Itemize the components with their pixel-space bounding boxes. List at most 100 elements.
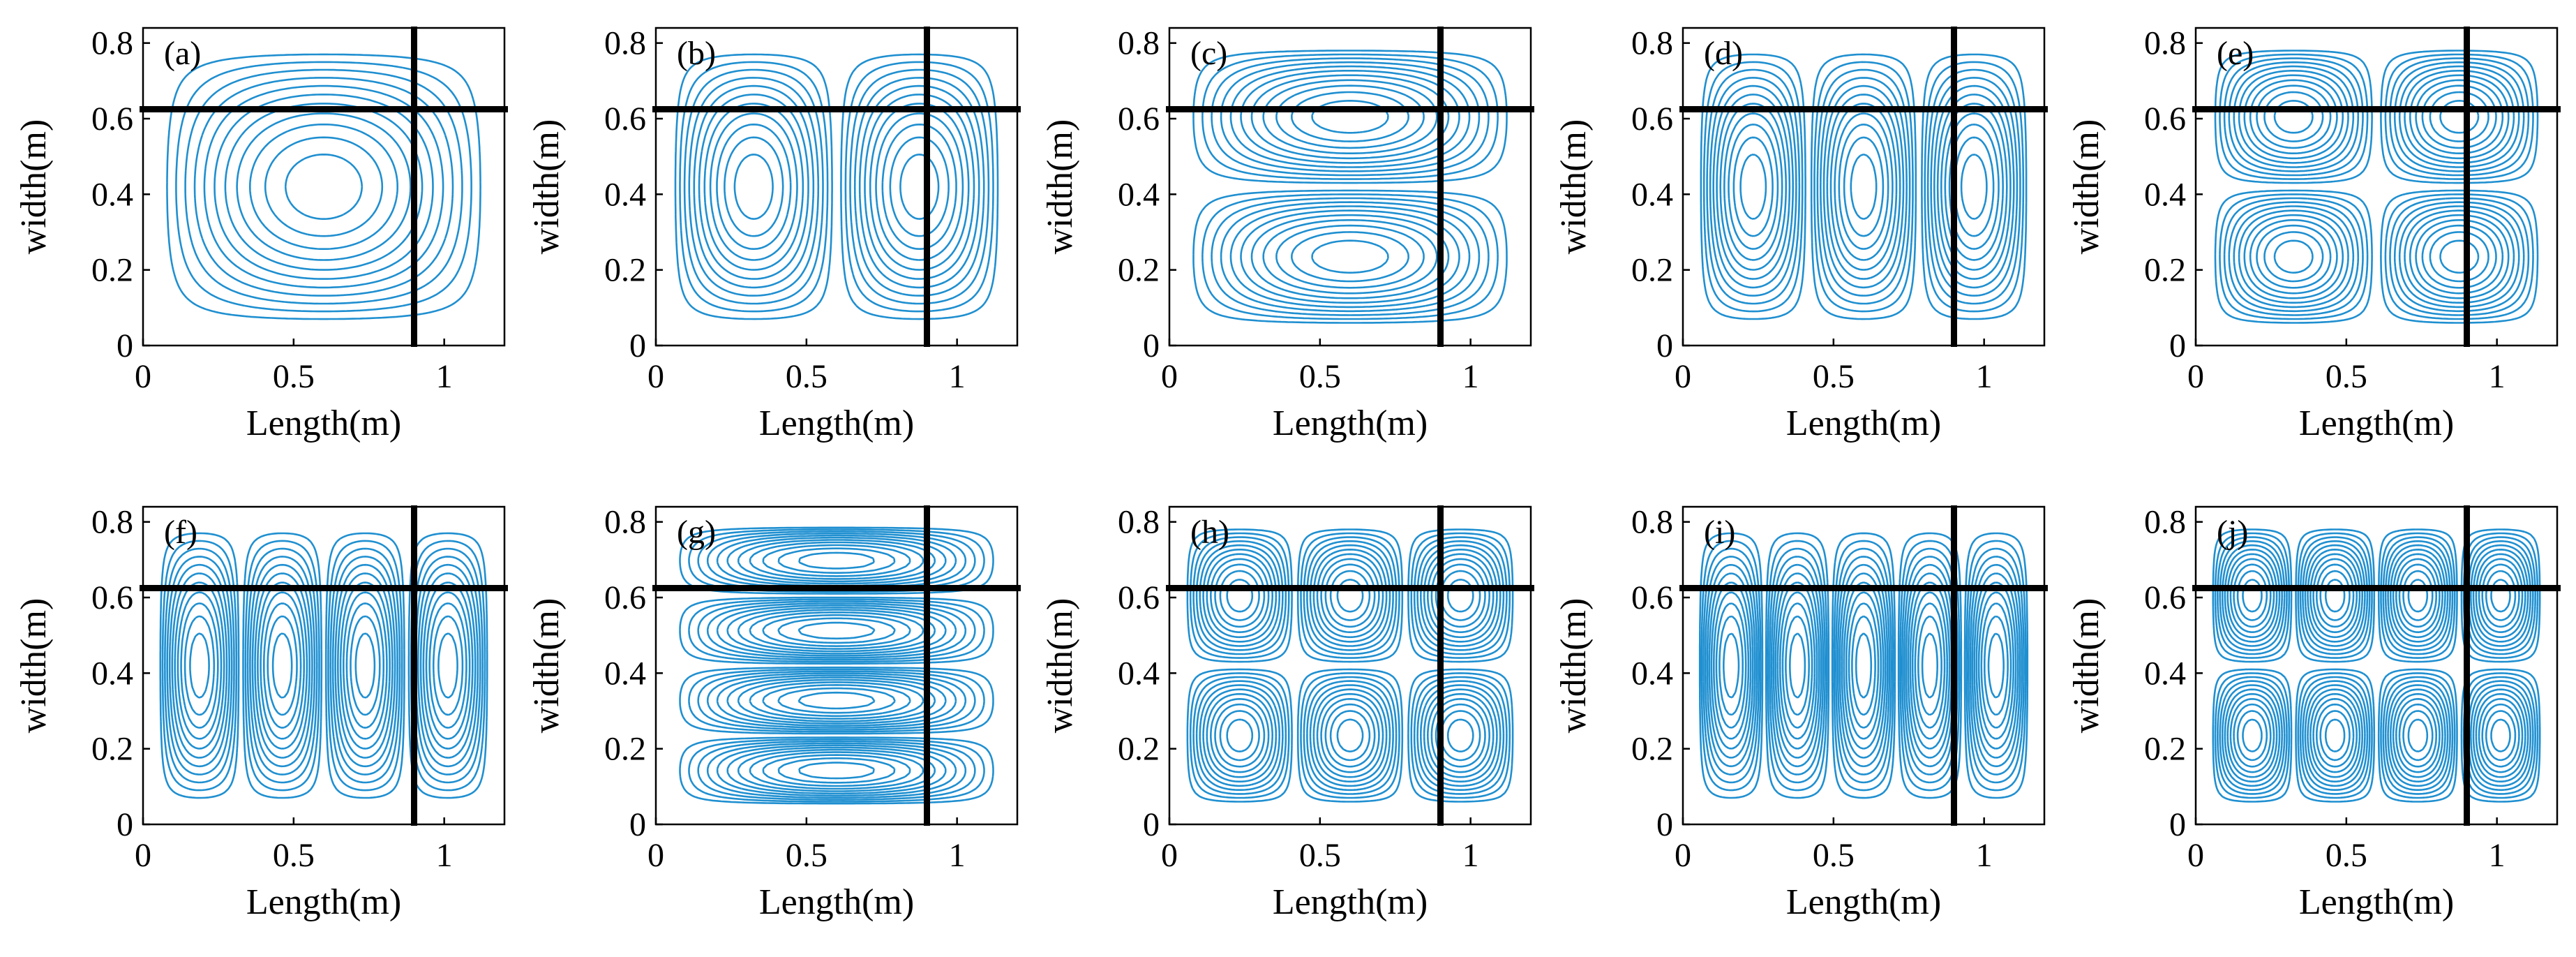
x-tick-label: 1 xyxy=(2489,837,2506,874)
contour-level xyxy=(797,551,876,710)
y-tick-label: 0.2 xyxy=(91,731,133,768)
panel-label: (j) xyxy=(2217,514,2248,551)
contour-level xyxy=(2238,70,2515,304)
contour-level xyxy=(2242,579,2511,752)
panel-label: (c) xyxy=(1190,35,1227,72)
axes-frame xyxy=(142,505,506,826)
contour-level xyxy=(688,598,985,803)
contour-level xyxy=(1779,591,1949,740)
panel-f: 0 0.5 1 0 0.2 0.4 0.6 0.8 Length(m) width(m) (f) xyxy=(14,504,508,922)
y-tick-label: 0.8 xyxy=(1118,25,1160,62)
contour-lines xyxy=(166,53,481,320)
contour-level xyxy=(2223,57,2530,316)
contour-level xyxy=(1774,572,1953,759)
contour-level xyxy=(2223,57,2530,316)
contour-level xyxy=(1767,540,1961,792)
contour-level xyxy=(1700,540,2027,792)
contour-level xyxy=(2236,570,2517,762)
y-tick-label: 0.4 xyxy=(2144,655,2186,692)
axes-frame xyxy=(1168,27,1532,347)
contour-level xyxy=(749,611,924,790)
contour-level xyxy=(1709,77,2019,297)
x-tick-label: 0 xyxy=(135,837,151,874)
contour-level xyxy=(1189,532,1511,799)
contour-level xyxy=(716,534,957,727)
contour-level xyxy=(1700,53,2028,320)
x-axis-title: Length(m) xyxy=(759,882,914,922)
contour-level xyxy=(1702,547,2025,784)
contour-level xyxy=(1822,84,1905,289)
contour-level xyxy=(1210,558,1490,773)
x-tick-label: 0 xyxy=(647,837,664,874)
contour-level xyxy=(724,136,784,237)
axes-frame xyxy=(654,27,1019,347)
contour-level xyxy=(1195,540,1505,791)
contour-level xyxy=(2228,61,2525,313)
contour-level xyxy=(679,61,829,313)
x-tick-label: 0.5 xyxy=(1299,358,1341,395)
x-tick-label: 0.5 xyxy=(273,837,315,874)
y-tick-label: 0.2 xyxy=(1631,252,1673,289)
x-tick-label: 0 xyxy=(1161,837,1178,874)
contour-level xyxy=(1214,563,1486,768)
y-tick-label: 0.8 xyxy=(1631,25,1673,62)
y-tick-label: 0.6 xyxy=(1631,579,1673,616)
contour-level xyxy=(1810,53,1917,320)
y-axis-title: width(m) xyxy=(1554,598,1594,734)
contour-level xyxy=(2214,50,2539,324)
x-tick-label: 1 xyxy=(1976,358,1993,395)
contour-level xyxy=(716,124,792,250)
contour-level xyxy=(1813,61,1914,313)
y-tick-label: 0.4 xyxy=(604,655,646,692)
x-tick-label: 0.5 xyxy=(786,837,828,874)
y-tick-label: 0.4 xyxy=(91,655,133,692)
contour-level xyxy=(260,591,471,740)
contour-level xyxy=(698,94,809,280)
contour-level xyxy=(881,124,957,250)
contour-level xyxy=(2273,100,2480,274)
contour-level xyxy=(1723,112,2004,261)
contour-level xyxy=(177,591,388,740)
contour-level xyxy=(2219,53,2534,320)
y-axis-title: width(m) xyxy=(1040,119,1080,255)
contour-level xyxy=(1776,581,1951,750)
contour-level xyxy=(251,563,479,768)
contour-lines xyxy=(1192,50,1508,324)
y-axis-title: width(m) xyxy=(2067,119,2106,255)
contour-level xyxy=(733,154,774,220)
contour-level xyxy=(840,53,999,320)
x-axis-title: Length(m) xyxy=(1786,882,1941,922)
contour-level xyxy=(726,536,947,725)
contour-level xyxy=(1311,239,1389,274)
y-tick-label: 0 xyxy=(2169,806,2186,843)
contour-level xyxy=(1201,53,1499,180)
contour-level xyxy=(2256,84,2497,289)
y-axis-title: width(m) xyxy=(1554,119,1594,255)
y-axis-title: width(m) xyxy=(14,119,54,255)
contour-level xyxy=(1781,602,1946,729)
contour-level xyxy=(2263,91,2489,283)
x-tick-label: 0.5 xyxy=(1299,837,1341,874)
contour-level xyxy=(1250,74,1450,160)
y-tick-label: 0.8 xyxy=(604,504,646,541)
contour-level xyxy=(1192,189,1508,324)
contour-level xyxy=(1698,532,2029,799)
y-tick-label: 0.2 xyxy=(604,731,646,768)
contour-level xyxy=(889,136,950,237)
contour-level xyxy=(257,581,474,750)
contour-level xyxy=(1826,94,1901,280)
contour-lines xyxy=(1698,532,2029,799)
axes-frame xyxy=(1168,505,1532,826)
x-tick-label: 1 xyxy=(2489,358,2506,395)
contour-level xyxy=(249,124,398,250)
panel-label: (i) xyxy=(1704,514,1735,551)
contour-level xyxy=(1220,201,1481,313)
contour-level xyxy=(2214,50,2539,324)
axes-frame xyxy=(2194,505,2559,826)
contour-level xyxy=(193,77,454,297)
contour-level xyxy=(762,614,911,787)
contour-level xyxy=(1816,68,1911,305)
contour-level xyxy=(224,103,424,271)
y-tick-label: 0.8 xyxy=(91,504,133,541)
